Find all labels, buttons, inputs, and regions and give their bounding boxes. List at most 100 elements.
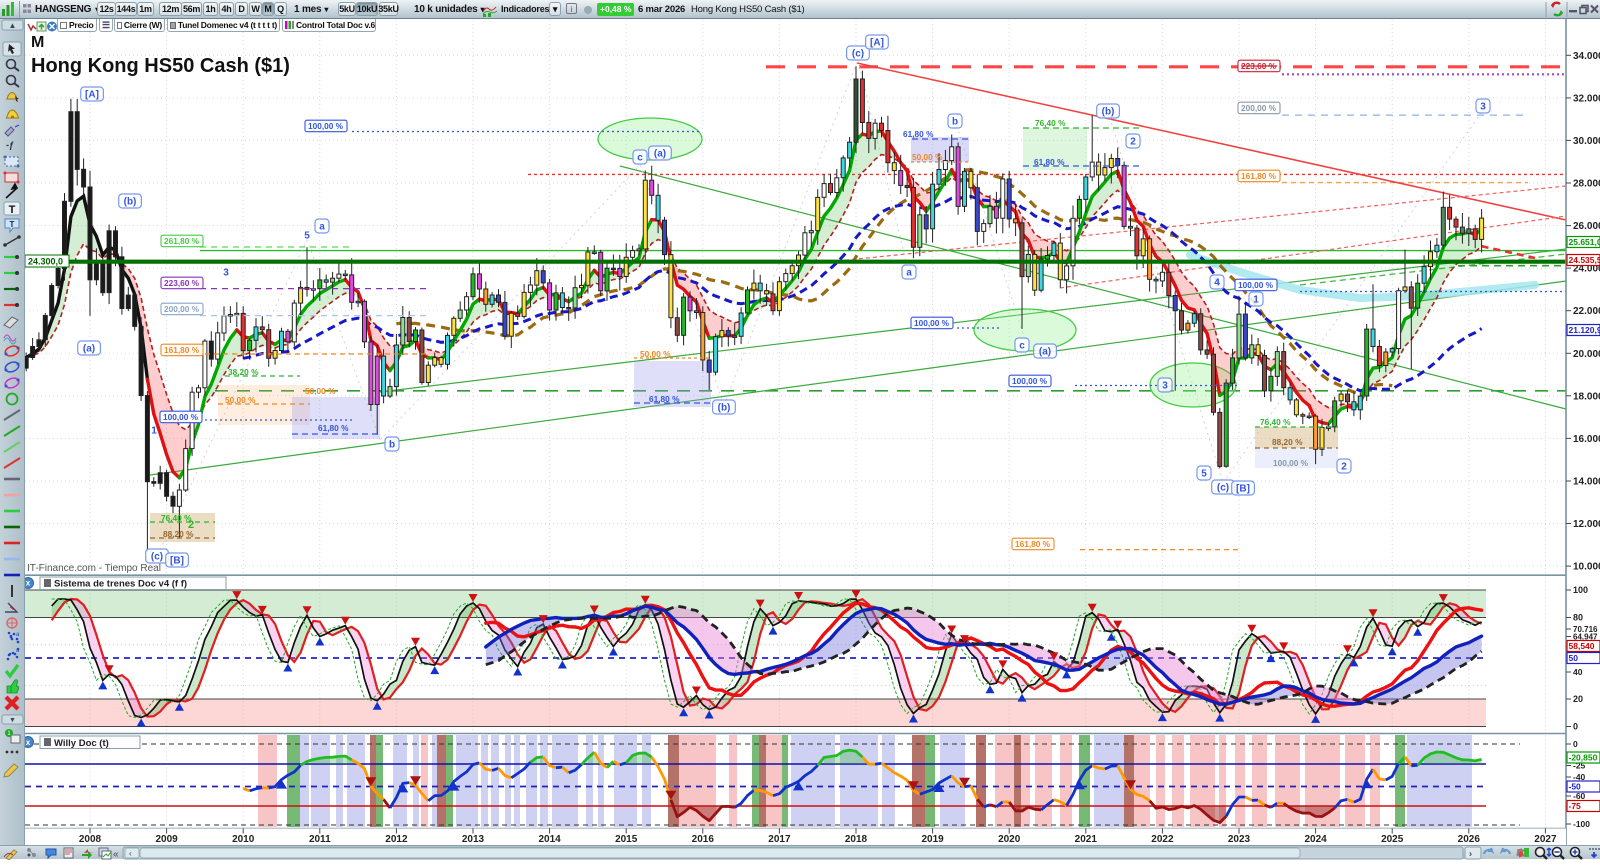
svg-text:100,00 %: 100,00 % — [163, 412, 199, 422]
svg-text:[A]: [A] — [85, 90, 99, 101]
svg-text:IT-Finance.com - Tiempo Real: IT-Finance.com - Tiempo Real — [27, 563, 161, 574]
svg-text:▲: ▲ — [9, 21, 17, 30]
svg-text:x: x — [26, 738, 31, 747]
svg-text:2025: 2025 — [1381, 834, 1404, 845]
svg-text:26.000: 26.000 — [1573, 221, 1600, 232]
svg-text:(b): (b) — [1102, 107, 1115, 118]
svg-text:50,00 %: 50,00 % — [305, 386, 336, 396]
svg-text:58,540: 58,540 — [1569, 641, 1595, 651]
svg-text:3: 3 — [1162, 381, 1168, 392]
svg-text:2021: 2021 — [1075, 834, 1098, 845]
svg-text:2026: 2026 — [1458, 834, 1481, 845]
svg-text:61,80 %: 61,80 % — [649, 394, 680, 404]
svg-text:22.000: 22.000 — [1573, 306, 1600, 317]
svg-text:2018: 2018 — [845, 834, 868, 845]
svg-text:[A]: [A] — [870, 38, 884, 49]
svg-text:3: 3 — [223, 268, 229, 279]
svg-text:161,80 %: 161,80 % — [1015, 539, 1051, 549]
svg-text:(c): (c) — [1217, 483, 1229, 494]
svg-text:T: T — [9, 204, 16, 216]
svg-text:2012: 2012 — [385, 834, 408, 845]
svg-text:[B]: [B] — [170, 556, 184, 567]
svg-text:▼: ▼ — [9, 717, 16, 724]
svg-text:12.000: 12.000 — [1573, 519, 1600, 530]
svg-text:2: 2 — [1341, 462, 1347, 473]
svg-text:24.535,5: 24.535,5 — [1569, 255, 1600, 265]
svg-text:2019: 2019 — [921, 834, 944, 845]
svg-text:c: c — [637, 153, 643, 164]
svg-text:40: 40 — [1573, 667, 1583, 677]
svg-text:161,80 %: 161,80 % — [164, 345, 200, 355]
svg-text:T: T — [10, 220, 15, 229]
svg-text:-75: -75 — [1569, 801, 1582, 811]
svg-text:Hong Kong HS50 Cash ($1): Hong Kong HS50 Cash ($1) — [31, 55, 290, 77]
svg-text:2017: 2017 — [768, 834, 791, 845]
svg-text:200,00 %: 200,00 % — [1241, 103, 1277, 113]
svg-text:32.000: 32.000 — [1573, 93, 1600, 104]
svg-text:2023: 2023 — [1228, 834, 1251, 845]
svg-text:100,00 %: 100,00 % — [308, 121, 344, 131]
svg-text:2016: 2016 — [692, 834, 715, 845]
svg-text:2010: 2010 — [232, 834, 255, 845]
svg-text:5: 5 — [1201, 469, 1207, 480]
svg-text:2015: 2015 — [615, 834, 638, 845]
svg-text:261,80 %: 261,80 % — [164, 236, 200, 246]
svg-text:-100: -100 — [1573, 819, 1590, 829]
svg-text:2008: 2008 — [79, 834, 102, 845]
svg-text:100,00 %: 100,00 % — [1238, 280, 1274, 290]
svg-text:-20,850: -20,850 — [1569, 753, 1598, 763]
svg-text:(b): (b) — [124, 197, 137, 208]
svg-text:200,00 %: 200,00 % — [164, 304, 200, 314]
svg-text:a: a — [319, 222, 325, 233]
svg-text:100,00 %: 100,00 % — [1012, 376, 1048, 386]
svg-text:-50: -50 — [1569, 782, 1582, 792]
svg-text:25.651,0: 25.651,0 — [1569, 237, 1600, 247]
svg-text:0: 0 — [1573, 739, 1578, 749]
svg-text:50: 50 — [1569, 653, 1579, 663]
svg-text:20.000: 20.000 — [1573, 349, 1600, 360]
svg-text:(c): (c) — [852, 49, 864, 60]
svg-text:24.300,0: 24.300,0 — [28, 257, 63, 267]
svg-text:5: 5 — [304, 231, 310, 242]
svg-text:2020: 2020 — [998, 834, 1021, 845]
svg-text:34.000: 34.000 — [1573, 51, 1600, 62]
svg-text:21.120,9: 21.120,9 — [1569, 325, 1600, 335]
svg-text:(a): (a) — [83, 344, 95, 355]
svg-text:50,00 %: 50,00 % — [640, 349, 671, 359]
svg-text:(b): (b) — [718, 403, 731, 414]
svg-text:-ƒ: -ƒ — [6, 140, 14, 150]
svg-text:(a): (a) — [1039, 347, 1051, 358]
svg-text:2: 2 — [1130, 137, 1136, 148]
svg-text:Sistema de trenes Doc v4 (f f): Sistema de trenes Doc v4 (f f) — [54, 578, 187, 589]
svg-text:2024: 2024 — [1304, 834, 1327, 845]
svg-text:2: 2 — [188, 519, 194, 531]
svg-text:x: x — [26, 579, 31, 588]
svg-text:2022: 2022 — [1151, 834, 1174, 845]
svg-text:a: a — [906, 268, 912, 279]
svg-text:a: a — [16, 632, 20, 638]
svg-text:0: 0 — [1573, 722, 1578, 732]
svg-text:80: 80 — [1573, 613, 1583, 623]
svg-text:1: 1 — [1253, 295, 1259, 306]
svg-text:M: M — [31, 34, 44, 51]
svg-text:76,40 %: 76,40 % — [1260, 417, 1291, 427]
svg-text:88,20 %: 88,20 % — [1272, 437, 1303, 447]
svg-text:Willy Doc (t): Willy Doc (t) — [54, 738, 109, 749]
svg-text:2014: 2014 — [538, 834, 561, 845]
svg-text:100,00 %: 100,00 % — [1273, 458, 1309, 468]
svg-text:a: a — [16, 648, 20, 654]
svg-text:61,80 %: 61,80 % — [1034, 157, 1065, 167]
svg-text:2011: 2011 — [309, 834, 331, 845]
svg-text:161,80 %: 161,80 % — [1241, 171, 1277, 181]
svg-text:10.000: 10.000 — [1573, 562, 1600, 573]
svg-text:76,40 %: 76,40 % — [1035, 118, 1066, 128]
svg-text:50,00 %: 50,00 % — [225, 395, 256, 405]
svg-text:223,60 %: 223,60 % — [164, 278, 200, 288]
svg-text:38,20 %: 38,20 % — [228, 367, 259, 377]
svg-text:16.000: 16.000 — [1573, 434, 1600, 445]
svg-text:›: › — [1469, 849, 1472, 859]
svg-text:2013: 2013 — [462, 834, 485, 845]
svg-text:(c): (c) — [151, 552, 163, 563]
svg-text:3: 3 — [1480, 102, 1486, 113]
svg-text:1: 1 — [151, 426, 157, 437]
